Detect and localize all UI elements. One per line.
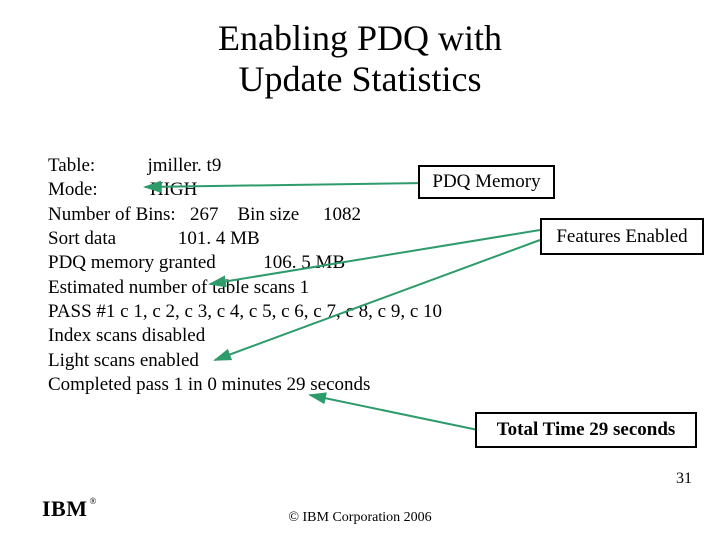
- line-8: Light scans enabled: [48, 350, 199, 371]
- line-4: PDQ memory granted 106. 5 MB: [48, 252, 345, 273]
- line-1: Mode: HIGH: [48, 179, 197, 200]
- callout-features-label: Features Enabled: [556, 226, 687, 248]
- callout-pdq-memory: PDQ Memory: [418, 165, 555, 199]
- callout-features-enabled: Features Enabled: [540, 218, 704, 255]
- footer-copyright: © IBM Corporation 2006: [0, 510, 720, 526]
- line-9: Completed pass 1 in 0 minutes 29 seconds: [48, 374, 370, 395]
- page-number: 31: [676, 470, 692, 488]
- line-6: PASS #1 c 1, c 2, c 3, c 4, c 5, c 6, c …: [48, 301, 442, 322]
- line-5: Estimated number of table scans 1: [48, 277, 309, 298]
- line-7: Index scans disabled: [48, 325, 205, 346]
- slide-title: Enabling PDQ with Update Statistics: [0, 18, 720, 101]
- title-line-1: Enabling PDQ with: [218, 18, 502, 58]
- callout-total-label: Total Time 29 seconds: [497, 419, 676, 441]
- line-2: Number of Bins: 267 Bin size 1082: [48, 204, 361, 225]
- callout-total-time: Total Time 29 seconds: [475, 412, 697, 448]
- arrow-total: [310, 395, 478, 430]
- callout-pdq-label: PDQ Memory: [432, 171, 540, 193]
- line-0: Table: jmiller. t9: [48, 155, 221, 176]
- title-line-2: Update Statistics: [239, 59, 482, 99]
- line-3: Sort data 101. 4 MB: [48, 228, 260, 249]
- registered-icon: ®: [90, 496, 97, 506]
